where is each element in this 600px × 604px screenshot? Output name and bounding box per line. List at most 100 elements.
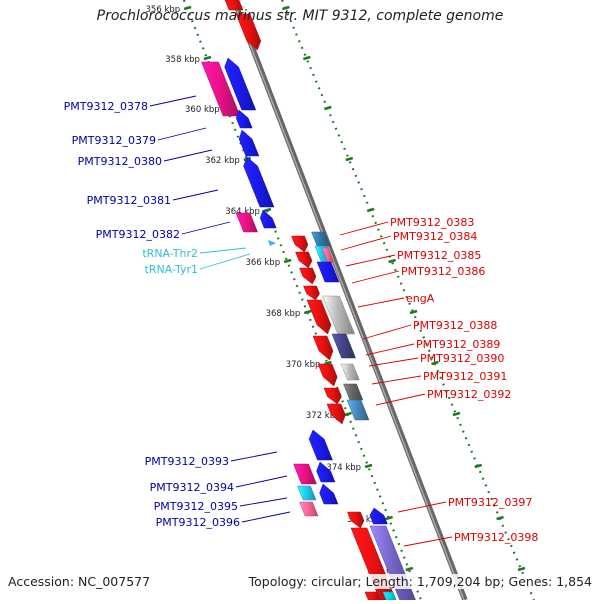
- forward-gene-label: PMT9312_0382: [96, 228, 180, 241]
- leader-line: [375, 393, 426, 406]
- gene-reverse: [323, 387, 342, 405]
- tick-mark: [324, 360, 332, 366]
- forward-gene-label: PMT9312_0380: [78, 155, 162, 168]
- tick-mark: [431, 360, 439, 366]
- leader-line: [163, 149, 213, 162]
- forward-gene-label: PMT9312_0393: [145, 455, 229, 468]
- gene-reverse: [312, 335, 334, 361]
- tick-mark: [474, 463, 483, 469]
- tick-label: 376 kbp: [347, 515, 382, 525]
- reverse-gene-label: engA: [406, 292, 435, 305]
- leader-line: [199, 253, 251, 270]
- gene-forward: [369, 507, 388, 525]
- forward-gene-label: PMT9312_0378: [64, 100, 148, 113]
- tick-mark: [405, 566, 414, 572]
- leader-line: [157, 127, 207, 141]
- forward-gene-label: PMT9312_0379: [72, 134, 156, 147]
- gene-forward: [235, 109, 253, 129]
- reverse-gene-label: PMT9312_0392: [427, 388, 511, 401]
- leader-line: [357, 297, 405, 308]
- gene-forward: [308, 429, 333, 461]
- gene-other: [297, 485, 317, 501]
- gene-other: [235, 212, 258, 233]
- tick-label: 360 kbp: [185, 105, 220, 115]
- tick-mark: [366, 207, 375, 213]
- tick-mark: [324, 105, 332, 111]
- tick-mark: [263, 207, 272, 213]
- gene-other: [293, 463, 317, 485]
- reverse-gene-label: PMT9312_0384: [393, 230, 477, 243]
- tick-mark: [496, 515, 504, 521]
- tick-mark: [283, 258, 292, 264]
- tick-label: 358 kbp: [165, 55, 200, 65]
- tick-label: 362 kbp: [205, 156, 240, 166]
- gene-reverse: [326, 403, 346, 425]
- forward-gene-label: PMT9312_0394: [150, 481, 234, 494]
- gene-reverse: [299, 267, 317, 285]
- leader-line: [345, 254, 396, 267]
- tick-label: 364 kbp: [225, 207, 260, 217]
- leader-line: [239, 497, 288, 507]
- gene-forward: [224, 57, 257, 111]
- accession-text: Accession: NC_007577: [8, 574, 151, 589]
- gene-forward: [238, 129, 260, 157]
- leader-line: [149, 95, 197, 107]
- leader-line: [230, 451, 278, 462]
- tick-mark: [303, 309, 312, 315]
- tick-mark: [452, 411, 461, 417]
- forward-gene-label: PMT9312_0381: [87, 194, 171, 207]
- tick-label: 370 kbp: [286, 360, 321, 370]
- tick-mark: [409, 309, 418, 315]
- tick-mark: [517, 566, 526, 572]
- gene-other: [322, 295, 356, 335]
- tick-label: 356 kbp: [146, 5, 181, 15]
- gene-other: [346, 399, 370, 421]
- gene-reverse: [347, 511, 365, 529]
- gene-reverse: [317, 363, 338, 387]
- tick-mark: [282, 5, 290, 11]
- tick-mark: [303, 55, 311, 61]
- reverse-gene-label: PMT9312_0383: [390, 216, 474, 229]
- leader-line: [365, 343, 415, 356]
- gene-forward: [243, 156, 275, 208]
- reverse-gene-label: PMT9312_0388: [413, 319, 497, 332]
- leader-line: [199, 247, 247, 254]
- gene-forward: [316, 461, 336, 483]
- gene-reverse: [295, 251, 313, 269]
- backbone-line: [231, 0, 468, 601]
- leader-line: [362, 324, 412, 340]
- scale-dotted-line-left: [182, 0, 423, 601]
- reverse-gene-label: PMT9312_0398: [454, 531, 538, 544]
- gene-reverse: [306, 299, 332, 335]
- leader-line: [397, 501, 447, 513]
- forward-gene-label: PMT9312_0396: [156, 516, 240, 529]
- tick-mark: [345, 156, 354, 162]
- gene-reverse: [291, 235, 309, 253]
- trna-label: tRNA-Thr2: [142, 247, 198, 260]
- gene-forward: [259, 209, 277, 229]
- gene-forward: [319, 483, 339, 505]
- tick-mark: [364, 463, 373, 469]
- tick-mark: [344, 411, 352, 417]
- tick-label: 366 kbp: [245, 258, 280, 268]
- map-title: Prochlorococcus marinus str. MIT 9312, c…: [96, 8, 504, 24]
- tick-mark: [183, 5, 192, 11]
- reverse-gene-label: PMT9312_0390: [420, 352, 504, 365]
- tick-mark: [385, 515, 393, 521]
- leader-line: [351, 270, 400, 284]
- leader-line: [339, 221, 389, 236]
- leader-line: [340, 235, 392, 251]
- leader-line: [368, 357, 419, 367]
- reverse-gene-label: PMT9312_0391: [423, 370, 507, 383]
- gene-reverse: [235, 13, 262, 51]
- gene-other: [331, 333, 356, 359]
- reverse-gene-label: PMT9312_0389: [416, 338, 500, 351]
- reverse-gene-label: PMT9312_0385: [397, 249, 481, 262]
- tick-label: 374 kbp: [326, 463, 361, 473]
- trna-gene: [268, 240, 276, 246]
- tick-label: 368 kbp: [266, 309, 301, 319]
- gene-other: [343, 383, 364, 401]
- trna-label: tRNA-Tyr1: [145, 263, 198, 276]
